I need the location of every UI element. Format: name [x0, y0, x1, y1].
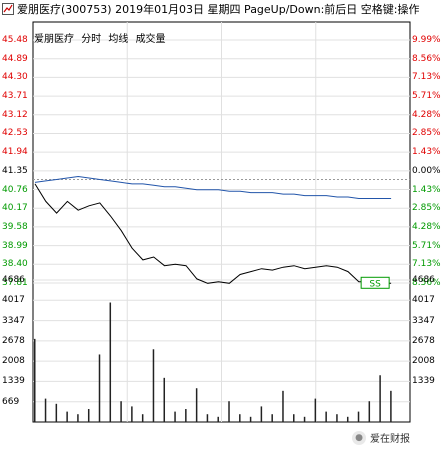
- price-tick-label: 45.48: [2, 35, 28, 45]
- volume-bar: [141, 414, 144, 422]
- chart-panel[interactable]: 爱朋医疗 分时 均线 成交量 SS 45.48 44.89 44.30 43.71 43…: [0, 18, 445, 445]
- volume-bar: [77, 414, 79, 422]
- title-bar: 爱朋医疗(300753) 2019年01月03日 星期四 PageUp/Down…: [0, 0, 445, 18]
- percent-tick-label: 4.28%: [412, 221, 441, 232]
- percent-tick-label: 7.13%: [412, 259, 441, 270]
- price-tick-label: 43.71: [2, 91, 28, 102]
- volume-bar: [260, 406, 263, 422]
- volume-bar: [66, 411, 68, 422]
- percent-tick-label: 8.56%: [412, 278, 441, 288]
- volume-bar: [131, 406, 133, 422]
- volume-bar: [314, 398, 317, 422]
- price-line: [34, 183, 392, 284]
- price-tick-label: 38.40: [2, 259, 28, 270]
- wechat-icon: ●: [352, 430, 366, 445]
- volume-bar: [239, 414, 241, 422]
- volume-tick-label: 669: [2, 396, 20, 407]
- volume-bar: [34, 338, 36, 422]
- chart-legend: 爱朋医疗 分时 均线 成交量: [34, 30, 170, 45]
- price-tick-label: 44.30: [2, 72, 28, 83]
- volume-bar: [325, 411, 327, 422]
- volume-bar: [357, 411, 360, 422]
- volume-bar: [55, 403, 58, 422]
- window-title: 爱朋医疗(300753) 2019年01月03日 星期四 PageUp/Down…: [17, 3, 420, 16]
- ss-badge-text: SS: [369, 279, 381, 289]
- volume-bar: [109, 302, 112, 422]
- price-tick-label: 41.94: [2, 147, 28, 158]
- volume-tick-label: 1339: [2, 376, 25, 387]
- ss-badge: [360, 276, 390, 289]
- percent-tick-label: 5.71%: [412, 240, 441, 251]
- legend-stock-name: 爱朋医疗: [34, 34, 74, 45]
- volume-tick-label: 4686: [2, 275, 25, 285]
- price-tick-label: 42.53: [2, 128, 28, 139]
- price-tick-label: 40.17: [2, 203, 28, 214]
- volume-bar: [152, 349, 155, 422]
- volume-bar: [271, 414, 273, 422]
- volume-bar: [174, 411, 176, 422]
- percent-tick-label: 8.56%: [412, 53, 441, 64]
- volume-tick-label-right: 2678: [412, 335, 435, 346]
- volume-bar: [336, 414, 338, 422]
- percent-tick-label: 7.13%: [412, 72, 441, 83]
- intraday-chart[interactable]: SS: [0, 18, 445, 445]
- volume-bar: [293, 414, 295, 422]
- volume-bar: [249, 416, 252, 422]
- volume-bar: [206, 414, 209, 422]
- legend-intraday: 分时: [81, 34, 102, 45]
- chart-icon: [2, 3, 14, 15]
- volume-tick-label-right: 4686: [412, 275, 435, 285]
- price-tick-label: 39.58: [2, 221, 28, 232]
- volume-tick-label-right: 4017: [412, 295, 435, 306]
- volume-bar: [120, 401, 122, 422]
- volume-bar: [368, 401, 371, 422]
- volume-bar: [217, 416, 219, 422]
- price-tick-label: 41.35: [2, 165, 28, 176]
- percent-tick-label: 2.85%: [412, 203, 441, 214]
- volume-bar: [379, 375, 381, 422]
- average-line: [34, 175, 392, 199]
- watermark-text: 爱在财报: [370, 434, 410, 445]
- volume-bar: [390, 390, 392, 422]
- price-tick-label: 44.89: [2, 53, 28, 64]
- volume-bar: [346, 416, 349, 422]
- volume-tick-label: 3347: [2, 315, 25, 326]
- volume-bar: [195, 388, 198, 422]
- volume-tick-label-right: 1339: [412, 376, 435, 387]
- volume-bar: [185, 409, 187, 422]
- percent-tick-label: 4.28%: [412, 109, 441, 120]
- price-tick-label: 37.81: [2, 278, 28, 288]
- volume-tick-label-right: 3347: [412, 315, 435, 326]
- price-tick-label: 40.76: [2, 184, 28, 195]
- volume-bar: [303, 416, 306, 422]
- volume-tick-label: 4017: [2, 295, 25, 306]
- volume-tick-label-right: 2008: [412, 356, 435, 367]
- watermark: ● 爱在财报: [352, 430, 410, 445]
- legend-volume: 成交量: [135, 34, 166, 45]
- volume-bar: [44, 398, 47, 422]
- legend-average: 均线: [108, 34, 129, 45]
- percent-tick-label: 0.00%: [412, 165, 441, 176]
- percent-tick-label: 9.99%: [412, 35, 441, 45]
- percent-tick-label: 5.71%: [412, 91, 441, 102]
- price-tick-label: 43.12: [2, 109, 28, 120]
- volume-bar: [282, 390, 284, 422]
- volume-tick-label: 2008: [2, 356, 25, 367]
- price-tick-label: 38.99: [2, 240, 28, 251]
- volume-bar: [98, 354, 101, 422]
- volume-bar: [87, 409, 90, 422]
- percent-tick-label: 1.43%: [412, 147, 441, 158]
- percent-tick-label: 2.85%: [412, 128, 441, 139]
- percent-tick-label: 1.43%: [412, 184, 441, 195]
- volume-bar: [163, 377, 166, 422]
- volume-tick-label: 2678: [2, 335, 25, 346]
- volume-bar: [228, 401, 230, 422]
